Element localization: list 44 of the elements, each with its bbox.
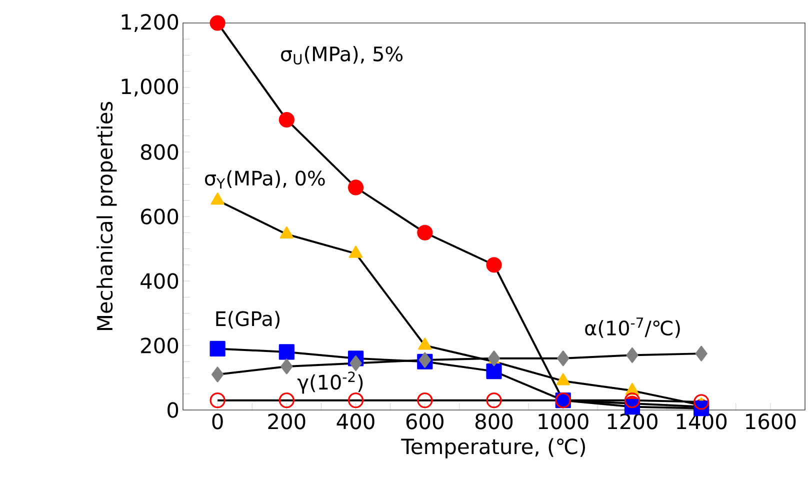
- x-tick-label: 800: [475, 414, 513, 430]
- point: [350, 355, 362, 372]
- point: [212, 366, 224, 382]
- y-tick-label: 0: [168, 402, 178, 418]
- x-tick-label: 1200: [608, 414, 658, 430]
- point: [278, 112, 294, 128]
- x-tick-label: 200: [268, 414, 306, 430]
- y-tick-label: 1,200: [122, 14, 178, 32]
- point: [280, 358, 293, 374]
- point: [624, 392, 640, 408]
- point: [557, 350, 570, 366]
- point: [278, 392, 294, 408]
- point: [210, 392, 226, 408]
- y-tick-label: 600: [141, 208, 178, 224]
- x-axis-title: Temperature, (℃): [401, 438, 585, 458]
- y-tick-label: 1,000: [122, 78, 178, 96]
- point: [348, 180, 364, 196]
- point: [417, 392, 433, 408]
- series-label: σ$_{Y}$(MPa), 0%: [205, 170, 325, 189]
- point: [486, 392, 502, 408]
- point: [486, 257, 502, 273]
- series-label: α(10$^{-7}$/℃): [585, 318, 680, 338]
- point: [417, 224, 433, 240]
- x-tick-label: 400: [336, 414, 374, 430]
- y-tick-label: 200: [141, 338, 178, 354]
- point: [210, 15, 226, 31]
- x-tick-label: 1600: [746, 414, 796, 430]
- point: [348, 392, 364, 408]
- y-tick-label: 800: [140, 144, 178, 160]
- point: [694, 394, 710, 410]
- point: [488, 350, 500, 366]
- x-tick-label: 600: [406, 414, 444, 430]
- point: [626, 347, 638, 363]
- point: [278, 344, 294, 360]
- point: [486, 364, 502, 380]
- point: [210, 340, 226, 357]
- series-label: γ(10$^{-2}$): [298, 372, 363, 394]
- series-label: σ$_{U}$(MPa), 5%: [281, 46, 403, 64]
- y-axis-title: Mechanical properties: [96, 102, 117, 330]
- x-tick-label: 1000: [538, 414, 588, 430]
- point: [695, 346, 708, 362]
- x-tick-label: 0: [212, 414, 223, 430]
- series-label: E(GPa): [216, 310, 280, 329]
- y-tick-label: 400: [140, 273, 178, 289]
